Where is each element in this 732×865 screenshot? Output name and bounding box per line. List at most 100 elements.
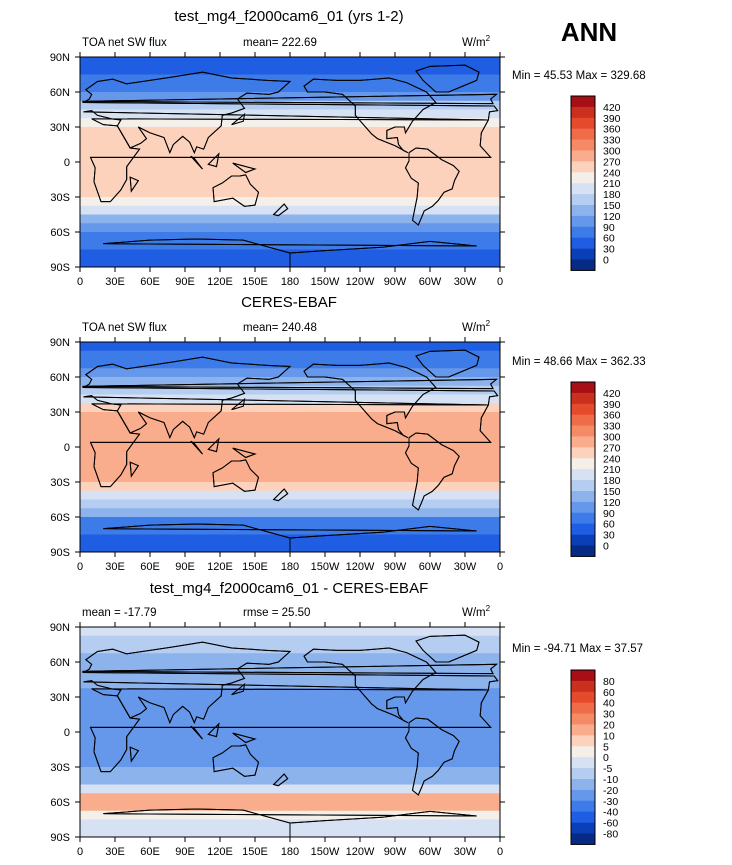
colorbar-swatch xyxy=(571,680,595,693)
x-tick-label: 30E xyxy=(105,846,125,858)
units-label: W/m2 xyxy=(462,34,491,49)
x-tick-label: 120W xyxy=(346,561,375,573)
x-tick-label: 30W xyxy=(454,561,477,573)
coastline xyxy=(404,432,460,511)
colorbar-label: 210 xyxy=(603,178,621,190)
coastline xyxy=(303,77,437,154)
colorbar-label: 30 xyxy=(603,244,615,256)
lat-band xyxy=(80,359,500,369)
x-tick-label: 150W xyxy=(311,561,340,573)
coastline xyxy=(232,447,257,459)
panel-title: test_mg4_f2000cam6_01 (yrs 1-2) xyxy=(174,8,403,25)
colorbar-label: 60 xyxy=(603,233,615,245)
x-tick-label: 30E xyxy=(105,561,125,573)
x-tick-label: 60E xyxy=(140,276,160,288)
colorbar-label: 0 xyxy=(603,541,609,553)
colorbar-swatch xyxy=(571,106,595,119)
colorbar-swatch xyxy=(571,735,595,747)
y-tick-label: 90S xyxy=(50,547,70,559)
colorbar-label: 60 xyxy=(603,687,615,699)
lat-band xyxy=(80,92,500,102)
minmax-label: Min = 48.66 Max = 362.33 xyxy=(512,356,646,368)
x-tick-label: 90W xyxy=(384,561,407,573)
y-tick-label: 0 xyxy=(64,157,70,169)
coastline xyxy=(404,147,460,226)
colorbar-swatch xyxy=(571,458,595,470)
colorbar-swatch xyxy=(571,670,595,682)
colorbar-label: 150 xyxy=(603,200,621,212)
lat-band xyxy=(80,135,500,146)
colorbar-swatch xyxy=(571,480,595,492)
colorbar-swatch xyxy=(571,789,595,802)
lat-band xyxy=(80,627,500,637)
colorbar-label: 360 xyxy=(603,124,621,136)
y-tick-label: 0 xyxy=(64,727,70,739)
lat-band xyxy=(80,749,500,759)
y-tick-label: 60N xyxy=(50,372,70,384)
colorbar-swatch xyxy=(571,237,595,249)
lat-band xyxy=(80,455,500,466)
colorbar-swatch xyxy=(571,117,595,129)
coastline xyxy=(231,397,246,411)
mean-label: mean = -17.79 xyxy=(82,607,156,619)
colorbar-label: 40 xyxy=(603,698,615,710)
colorbar-label: 210 xyxy=(603,464,621,476)
units-label: W/m2 xyxy=(462,319,491,334)
colorbar-swatch xyxy=(571,128,595,140)
colorbar-label: 240 xyxy=(603,167,621,179)
colorbar-swatch xyxy=(571,392,595,405)
lat-band xyxy=(80,697,500,707)
lat-band xyxy=(80,810,500,821)
colorbar-label: 30 xyxy=(603,530,615,542)
colorbar-swatch xyxy=(571,194,595,206)
x-tick-label: 180 xyxy=(281,561,299,573)
coastline xyxy=(415,349,480,378)
x-tick-label: 90E xyxy=(175,846,195,858)
colorbar-swatch xyxy=(571,702,595,714)
colorbar-label: -5 xyxy=(603,763,612,775)
x-tick-label: 0 xyxy=(497,561,503,573)
colorbar-swatch xyxy=(571,501,595,514)
x-tick-label: 120E xyxy=(207,276,233,288)
lat-band xyxy=(80,65,500,76)
lat-band xyxy=(80,57,500,67)
variable-label: TOA net SW flux xyxy=(82,322,167,334)
x-tick-label: 90E xyxy=(175,276,195,288)
coastline xyxy=(212,174,260,207)
coastline xyxy=(103,238,477,267)
coastline xyxy=(129,461,140,478)
lat-band xyxy=(80,723,500,733)
colorbar-swatch xyxy=(571,691,595,703)
colorbar-label: 390 xyxy=(603,399,621,411)
lat-band xyxy=(80,714,500,724)
x-tick-label: 120E xyxy=(207,846,233,858)
colorbar-label: 90 xyxy=(603,508,615,520)
colorbar-frame xyxy=(570,669,596,845)
lat-band xyxy=(80,394,500,404)
coastline xyxy=(231,682,246,696)
x-tick-label: 0 xyxy=(77,846,83,858)
colorbar-label: 150 xyxy=(603,486,621,498)
y-tick-label: 60S xyxy=(50,227,70,239)
colorbar-swatch xyxy=(571,226,595,238)
variable-label: TOA net SW flux xyxy=(82,37,167,49)
y-tick-label: 60S xyxy=(50,512,70,524)
coastline xyxy=(212,744,260,777)
coastline xyxy=(81,356,499,439)
colorbar-swatch xyxy=(571,436,595,448)
stat-label: mean= 222.69 xyxy=(243,37,317,49)
lat-band xyxy=(80,670,500,681)
x-tick-label: 90E xyxy=(175,561,195,573)
panel-3: test_mg4_f2000cam6_01 - CERES-EBAF mean =… xyxy=(50,580,643,858)
coastline xyxy=(82,93,498,105)
x-tick-label: 0 xyxy=(497,846,503,858)
coastline xyxy=(81,641,499,724)
coastline xyxy=(89,403,492,488)
coastline xyxy=(272,203,289,217)
y-tick-label: 30N xyxy=(50,692,70,704)
coastline xyxy=(89,688,492,773)
colorbar-label: 360 xyxy=(603,410,621,422)
coastline xyxy=(190,155,203,170)
